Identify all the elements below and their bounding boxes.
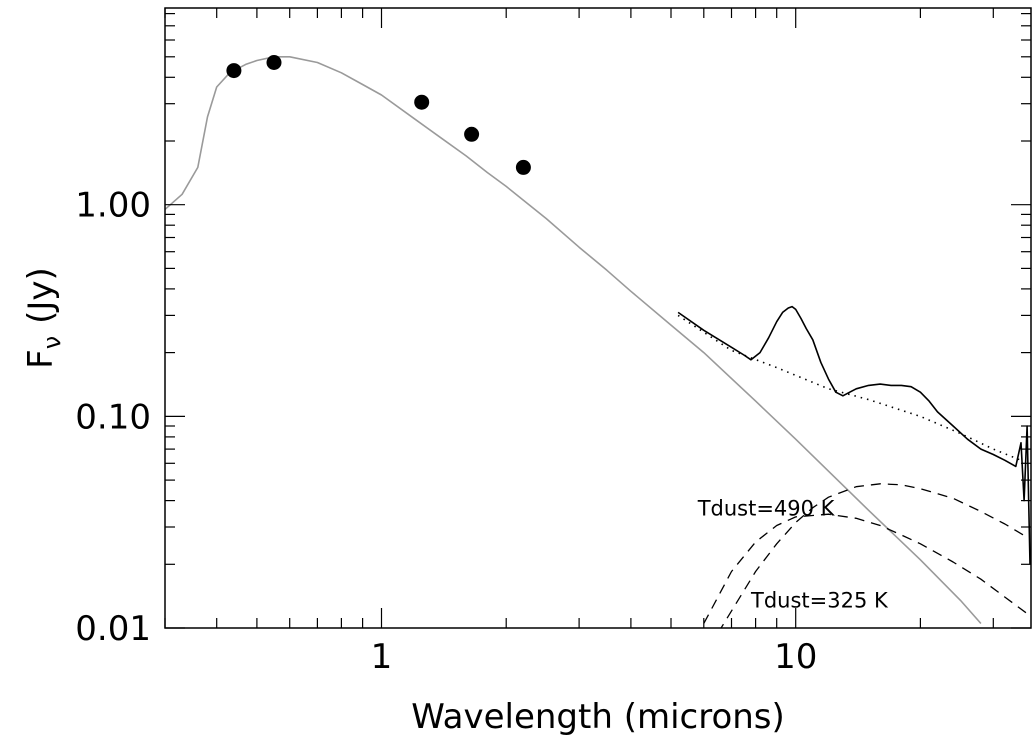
y-axis-title-unit: (Jy) bbox=[21, 267, 61, 324]
series-line-5-black-dashed bbox=[720, 483, 1027, 628]
svg-text:Fν(Jy): Fν (Jy) bbox=[21, 267, 66, 369]
series-layer bbox=[165, 56, 1031, 628]
plot-frame bbox=[164, 7, 1032, 629]
photometry-point-5 bbox=[515, 159, 531, 175]
y-tick-label-3: 1.00 bbox=[75, 186, 151, 226]
series-line-3-black-dotted bbox=[677, 314, 1022, 462]
axis-ticks bbox=[164, 8, 1031, 629]
y-axis-title-main: F bbox=[21, 349, 61, 369]
photometry-point-3 bbox=[414, 94, 430, 110]
x-tick-label-2: 10 bbox=[774, 637, 817, 677]
tick-labels: 1 10 0.01 0.10 1.00 bbox=[75, 186, 817, 677]
annotation-1: Tdust=490 K bbox=[697, 497, 836, 521]
annotation-2: Tdust=325 K bbox=[750, 589, 889, 613]
photometry-point-4 bbox=[464, 126, 480, 142]
y-axis-title: Fν (Jy) bbox=[21, 267, 66, 369]
photometry-markers bbox=[226, 55, 531, 175]
x-axis-title: Wavelength (microns) bbox=[411, 697, 785, 737]
y-axis-title-sub: ν bbox=[38, 336, 66, 349]
series-line-2-black-solid bbox=[677, 305, 1031, 565]
photometry-point-1 bbox=[226, 63, 242, 79]
y-tick-label-1: 0.01 bbox=[75, 609, 151, 649]
photometry-point-2 bbox=[266, 55, 282, 70]
y-tick-label-2: 0.10 bbox=[75, 397, 151, 437]
series-line-1-gray-solid bbox=[165, 56, 982, 625]
annotations: Tdust=490 K Tdust=325 K bbox=[697, 497, 889, 613]
x-tick-label-1: 1 bbox=[371, 637, 393, 677]
